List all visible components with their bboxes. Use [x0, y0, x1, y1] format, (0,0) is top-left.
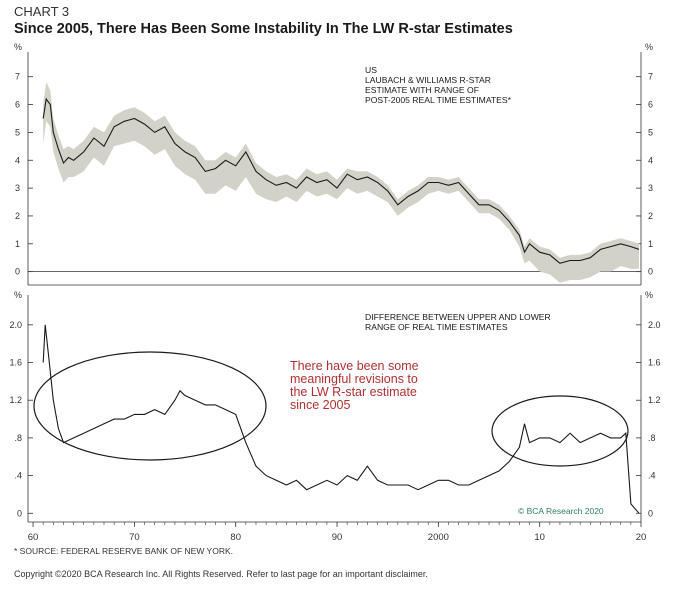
x-tick-label: 2000: [428, 532, 449, 543]
y-tick-label-right: 5: [648, 127, 653, 137]
y-tick-label-right: .8: [648, 433, 656, 443]
y-tick-label-left: 7: [15, 72, 20, 82]
top-right-unit-label: %: [645, 42, 653, 52]
y-tick-label-left: 6: [15, 100, 20, 110]
highlight-ellipse-1960s-80s: [33, 351, 267, 461]
y-tick-label-right: 3: [648, 183, 653, 193]
y-tick-label-left: 3: [15, 183, 20, 193]
x-tick-label: 60: [28, 532, 39, 543]
y-tick-label-left: .8: [14, 433, 22, 443]
highlight-ellipse-post-2008: [491, 395, 629, 467]
copyright-note: Copyright ©2020 BCA Research Inc. All Ri…: [14, 569, 428, 579]
rstar-line: [42, 97, 640, 264]
bottom-right-unit-label: %: [645, 290, 653, 300]
y-tick-label-right: 2.0: [648, 320, 661, 330]
x-tick-label: 70: [129, 532, 140, 543]
top-panel-title: US LAUBACH & WILLIAMS R-STAR ESTIMATE WITH…: [365, 65, 512, 105]
watermark-text: © BCA Research 2020: [518, 506, 604, 516]
top-left-unit-label: %: [14, 42, 22, 52]
source-note: * SOURCE: FEDERAL RESERVE BANK OF NEW YO…: [14, 546, 234, 556]
y-tick-label-left: 0: [15, 267, 20, 277]
y-tick-label-left: 0: [17, 508, 22, 518]
y-tick-label-left: .4: [14, 471, 22, 481]
y-tick-label-left: 5: [15, 127, 20, 137]
y-tick-label-right: 6: [648, 100, 653, 110]
chart-label: CHART 3: [14, 4, 70, 19]
x-tick-label: 80: [230, 532, 241, 543]
y-tick-label-right: 0: [648, 267, 653, 277]
y-tick-label-right: 7: [648, 72, 653, 82]
bottom-panel-title: DIFFERENCE BETWEEN UPPER AND LOWER RANGE …: [365, 312, 551, 332]
y-tick-label-left: 1.6: [9, 358, 22, 368]
y-tick-label-right: .4: [648, 471, 656, 481]
y-tick-label-right: 1.2: [648, 395, 661, 405]
range-difference-line: [42, 324, 640, 514]
y-tick-label-right: 1.6: [648, 358, 661, 368]
y-tick-label-left: 2: [15, 211, 20, 221]
y-tick-label-right: 2: [648, 211, 653, 221]
y-tick-label-right: 1: [648, 239, 653, 249]
x-tick-label: 20: [636, 532, 647, 543]
chart-title: Since 2005, There Has Been Some Instabil…: [14, 21, 513, 37]
x-tick-label: 10: [534, 532, 545, 543]
y-tick-label-left: 4: [15, 155, 20, 165]
x-tick-label: 90: [332, 532, 343, 543]
y-tick-label-right: 4: [648, 155, 653, 165]
y-tick-label-right: 0: [648, 508, 653, 518]
annotation-text: There have been some meaningful revisions…: [290, 359, 419, 412]
y-tick-label-left: 2.0: [9, 320, 22, 330]
y-tick-label-left: 1.2: [9, 395, 22, 405]
y-tick-label-left: 1: [15, 239, 20, 249]
bottom-left-unit-label: %: [14, 290, 22, 300]
